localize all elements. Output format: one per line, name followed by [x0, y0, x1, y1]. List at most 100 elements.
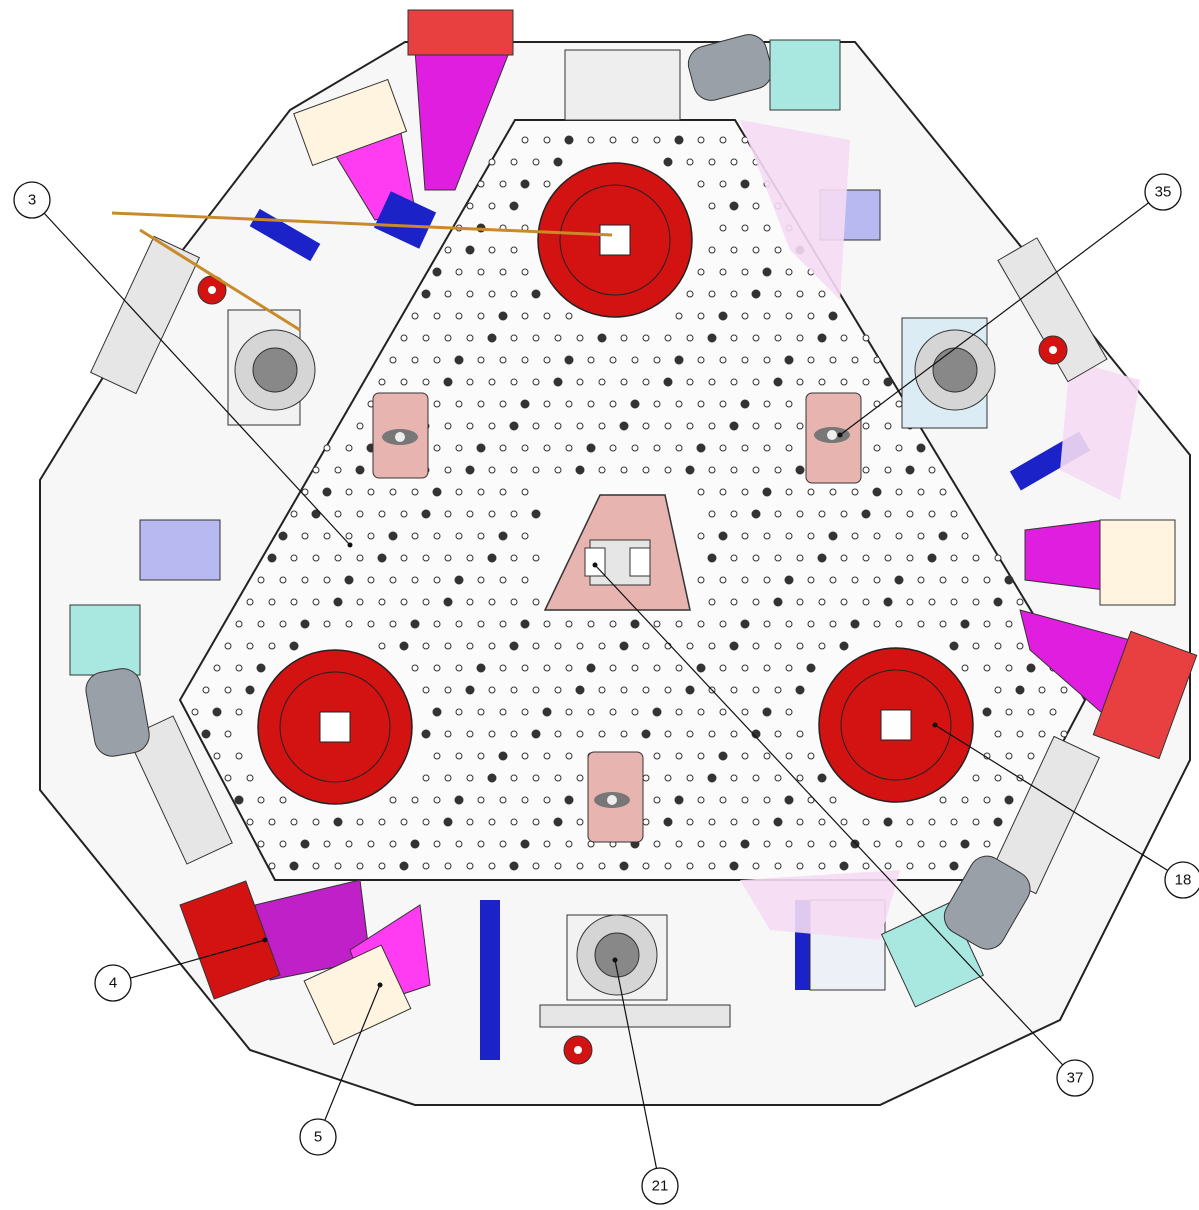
- plate-hole: [642, 818, 650, 826]
- plate-hole: [411, 356, 419, 364]
- plate-hole: [531, 289, 541, 299]
- plate-hole: [840, 334, 848, 342]
- plate-hole: [543, 312, 551, 320]
- plate-hole: [983, 840, 991, 848]
- plate-hole: [829, 576, 837, 584]
- plate-hole: [443, 377, 453, 387]
- plate-hole: [356, 554, 364, 562]
- plate-hole: [312, 466, 320, 474]
- plate-hole: [664, 422, 672, 430]
- plate-hole: [433, 576, 441, 584]
- plate-hole: [917, 532, 925, 540]
- plate-hole: [730, 730, 738, 738]
- plate-hole: [575, 685, 585, 695]
- plate-hole: [488, 202, 496, 210]
- plate-hole: [257, 840, 265, 848]
- plate-hole: [498, 531, 508, 541]
- plate-hole: [521, 356, 529, 364]
- plate-hole: [796, 774, 804, 782]
- plate-hole: [763, 664, 771, 672]
- plate-hole: [707, 773, 717, 783]
- plate-hole: [488, 246, 496, 254]
- plate-hole: [1026, 663, 1036, 673]
- plate-hole: [972, 642, 980, 650]
- plate-hole: [224, 730, 232, 738]
- plate-hole: [531, 509, 541, 519]
- plate-hole: [213, 664, 221, 672]
- plate-hole: [433, 400, 441, 408]
- plate-hole: [730, 774, 738, 782]
- plate-hole: [796, 334, 804, 342]
- plate-hole: [609, 136, 617, 144]
- plate-hole: [520, 619, 530, 629]
- plate-hole: [686, 422, 694, 430]
- plate-hole: [235, 620, 243, 628]
- plate-hole: [554, 862, 562, 870]
- central-clamp-left: [584, 547, 606, 577]
- plate-hole: [422, 642, 430, 650]
- plate-hole: [949, 641, 959, 651]
- plate-hole: [520, 179, 530, 189]
- plate-hole: [587, 708, 595, 716]
- plate-hole: [917, 488, 925, 496]
- plate-hole: [950, 818, 958, 826]
- plate-hole: [521, 752, 529, 760]
- plate-hole: [730, 686, 738, 694]
- plate-hole: [983, 576, 991, 584]
- plate-hole: [488, 598, 496, 606]
- plate-hole: [389, 488, 397, 496]
- plate-hole: [543, 752, 551, 760]
- plate-hole: [917, 576, 925, 584]
- plate-hole: [421, 289, 431, 299]
- plate-hole: [796, 818, 804, 826]
- plate-hole: [961, 664, 969, 672]
- plate-hole: [751, 509, 761, 519]
- plate-hole: [509, 641, 519, 651]
- plate-hole: [521, 268, 529, 276]
- plate-hole: [609, 708, 617, 716]
- plate-hole: [466, 642, 474, 650]
- plate-hole: [543, 180, 551, 188]
- plate-hole: [1016, 598, 1024, 606]
- plate-hole: [719, 180, 727, 188]
- plate-hole: [785, 664, 793, 672]
- plate-hole: [774, 554, 782, 562]
- plate-hole: [741, 444, 749, 452]
- plate-hole: [697, 488, 705, 496]
- plate-hole: [455, 840, 463, 848]
- plate-hole: [697, 400, 705, 408]
- plate-hole: [796, 378, 804, 386]
- plate-hole: [345, 488, 353, 496]
- plate-hole: [674, 135, 684, 145]
- plate-hole: [598, 466, 606, 474]
- plate-hole: [587, 356, 595, 364]
- plate-hole: [499, 620, 507, 628]
- plate-hole: [521, 312, 529, 320]
- plate-hole: [466, 334, 474, 342]
- plate-hole: [300, 839, 310, 849]
- plate-hole: [498, 751, 508, 761]
- plate-hole: [796, 554, 804, 562]
- plate-hole: [432, 707, 442, 717]
- plate-hole: [719, 356, 727, 364]
- plate-hole: [785, 752, 793, 760]
- plate-hole: [466, 378, 474, 386]
- plate-hole: [521, 532, 529, 540]
- plate-hole: [785, 532, 793, 540]
- plate-hole: [784, 575, 794, 585]
- plate-hole: [751, 729, 761, 739]
- callout-label-35: 35: [1155, 184, 1172, 201]
- plate-hole: [543, 444, 551, 452]
- plate-hole: [828, 311, 838, 321]
- plate-hole: [663, 377, 673, 387]
- plate-hole: [631, 356, 639, 364]
- plate-hole: [993, 597, 1003, 607]
- plate-hole: [466, 202, 474, 210]
- plate-hole: [938, 531, 948, 541]
- callout-leader-5: [317, 984, 381, 1138]
- plate-hole: [796, 290, 804, 298]
- plate-hole: [499, 268, 507, 276]
- red-disc-1: [197, 275, 227, 305]
- plate-hole: [564, 135, 574, 145]
- plate-hole: [663, 157, 673, 167]
